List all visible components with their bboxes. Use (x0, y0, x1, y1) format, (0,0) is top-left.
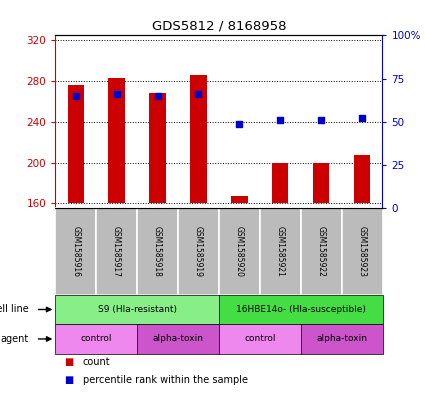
Bar (149, 94, 166, 203)
Bar (219, 295, 382, 324)
Point (154, 93, 161, 99)
Bar (300, 208, 342, 295)
Bar (272, 163, 289, 203)
Bar (219, 324, 300, 354)
Text: GSM1585919: GSM1585919 (194, 226, 203, 277)
Bar (108, 78, 125, 203)
Text: GSM1585916: GSM1585916 (71, 226, 80, 277)
Bar (342, 208, 383, 295)
Point (113, 91, 120, 97)
Text: GSM1585917: GSM1585917 (112, 226, 121, 277)
Text: GSM1585921: GSM1585921 (276, 226, 285, 277)
Bar (137, 324, 219, 354)
Bar (55, 324, 137, 354)
Point (236, 120, 243, 127)
Bar (55, 295, 219, 324)
Text: 16HBE14o- (Hla-susceptible): 16HBE14o- (Hla-susceptible) (236, 305, 366, 314)
Text: control: control (80, 334, 112, 343)
Text: GSM1585918: GSM1585918 (153, 226, 162, 277)
Text: S9 (Hla-resistant): S9 (Hla-resistant) (98, 305, 176, 314)
Bar (260, 208, 300, 295)
Bar (190, 75, 207, 203)
Bar (313, 163, 329, 203)
Bar (68, 85, 84, 203)
Point (277, 117, 283, 123)
Text: GSM1585922: GSM1585922 (317, 226, 326, 277)
Bar (96, 208, 137, 295)
Text: cell line: cell line (0, 305, 29, 314)
Point (359, 115, 366, 121)
Text: ■: ■ (64, 375, 73, 385)
Title: GDS5812 / 8168958: GDS5812 / 8168958 (152, 20, 286, 33)
Bar (137, 208, 178, 295)
Text: count: count (83, 358, 110, 367)
Text: GSM1585920: GSM1585920 (235, 226, 244, 277)
Point (195, 91, 202, 97)
Bar (219, 208, 260, 295)
Bar (300, 324, 382, 354)
Text: control: control (244, 334, 275, 343)
Bar (231, 196, 247, 203)
Bar (354, 155, 370, 203)
Text: alpha-toxin: alpha-toxin (316, 334, 367, 343)
Text: GSM1585923: GSM1585923 (357, 226, 366, 277)
Point (318, 117, 325, 123)
Text: ■: ■ (64, 358, 73, 367)
Point (72, 93, 79, 99)
Bar (178, 208, 219, 295)
Text: alpha-toxin: alpha-toxin (153, 334, 204, 343)
Text: agent: agent (1, 334, 29, 344)
Text: percentile rank within the sample: percentile rank within the sample (83, 375, 248, 385)
Bar (55, 208, 96, 295)
